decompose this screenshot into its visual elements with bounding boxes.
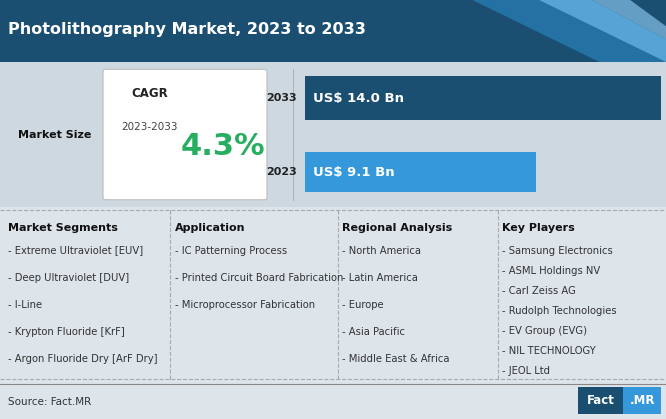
Text: - Carl Zeiss AG: - Carl Zeiss AG bbox=[502, 286, 576, 296]
Text: - Microprocessor Fabrication: - Microprocessor Fabrication bbox=[175, 300, 315, 310]
Text: - Printed Circuit Board Fabrication: - Printed Circuit Board Fabrication bbox=[175, 273, 344, 283]
Text: - Krypton Fluoride [KrF]: - Krypton Fluoride [KrF] bbox=[8, 327, 125, 337]
Text: - NIL TECHNOLOGY: - NIL TECHNOLOGY bbox=[502, 346, 596, 356]
Text: - Latin America: - Latin America bbox=[342, 273, 418, 283]
Text: - ASML Holdings NV: - ASML Holdings NV bbox=[502, 266, 600, 276]
Text: - Argon Fluoride Dry [ArF Dry]: - Argon Fluoride Dry [ArF Dry] bbox=[8, 354, 157, 364]
Text: 2023-2033: 2023-2033 bbox=[122, 122, 178, 132]
Text: US$ 14.0 Bn: US$ 14.0 Bn bbox=[313, 92, 404, 105]
Polygon shape bbox=[586, 0, 666, 39]
Text: - Middle East & Africa: - Middle East & Africa bbox=[342, 354, 450, 364]
Text: Application: Application bbox=[175, 223, 246, 233]
Text: - North America: - North America bbox=[342, 246, 421, 256]
Text: Source: Fact.MR: Source: Fact.MR bbox=[8, 397, 91, 407]
Polygon shape bbox=[533, 0, 666, 62]
FancyBboxPatch shape bbox=[623, 387, 661, 414]
Text: - Rudolph Technologies: - Rudolph Technologies bbox=[502, 306, 617, 316]
Text: - I-Line: - I-Line bbox=[8, 300, 42, 310]
FancyBboxPatch shape bbox=[0, 207, 666, 382]
Text: - Extreme Ultraviolet [EUV]: - Extreme Ultraviolet [EUV] bbox=[8, 246, 143, 256]
Text: - Applied Materials: - Applied Materials bbox=[502, 386, 595, 396]
Text: - EV Group (EVG): - EV Group (EVG) bbox=[502, 326, 587, 336]
Text: - JEOL Ltd: - JEOL Ltd bbox=[502, 366, 550, 376]
FancyBboxPatch shape bbox=[305, 77, 661, 120]
FancyBboxPatch shape bbox=[0, 62, 666, 207]
Text: 4.3%: 4.3% bbox=[180, 132, 265, 160]
Polygon shape bbox=[466, 0, 666, 62]
Text: Regional Analysis: Regional Analysis bbox=[342, 223, 452, 233]
Text: - Asia Pacific: - Asia Pacific bbox=[342, 327, 405, 337]
Text: Market Segments: Market Segments bbox=[8, 223, 118, 233]
Text: 2033: 2033 bbox=[266, 93, 297, 103]
Text: - IC Patterning Process: - IC Patterning Process bbox=[175, 246, 287, 256]
FancyBboxPatch shape bbox=[0, 382, 666, 419]
FancyBboxPatch shape bbox=[305, 152, 536, 192]
Text: .MR: .MR bbox=[629, 394, 655, 407]
FancyBboxPatch shape bbox=[0, 0, 666, 62]
Text: US$ 9.1 Bn: US$ 9.1 Bn bbox=[313, 166, 395, 178]
Text: Market Size: Market Size bbox=[18, 129, 92, 140]
Text: Fact: Fact bbox=[587, 394, 615, 407]
FancyBboxPatch shape bbox=[103, 69, 267, 200]
Text: - Deep Ultraviolet [DUV]: - Deep Ultraviolet [DUV] bbox=[8, 273, 129, 283]
Text: Key Players: Key Players bbox=[502, 223, 575, 233]
Text: - Europe: - Europe bbox=[342, 300, 384, 310]
Text: - Samsung Electronics: - Samsung Electronics bbox=[502, 246, 613, 256]
Text: 2023: 2023 bbox=[266, 167, 297, 177]
Text: Photolithography Market, 2023 to 2033: Photolithography Market, 2023 to 2033 bbox=[8, 22, 366, 37]
FancyBboxPatch shape bbox=[578, 387, 623, 414]
Text: CAGR: CAGR bbox=[132, 88, 168, 101]
